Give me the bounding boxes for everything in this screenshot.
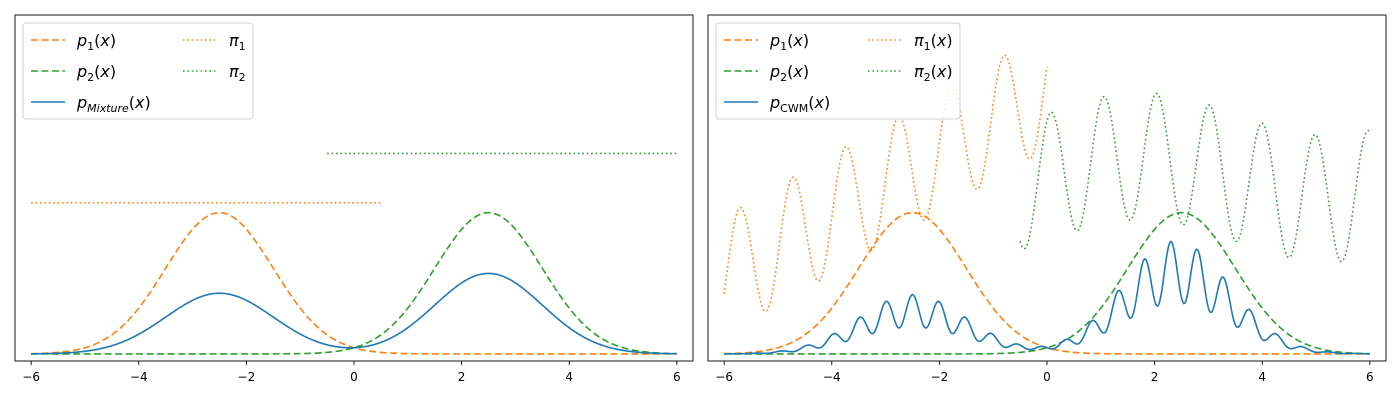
x-tick-label: 4 bbox=[565, 370, 573, 384]
legend-box bbox=[22, 22, 254, 120]
x-tick-label: 6 bbox=[673, 370, 681, 384]
legend-label: p2(x) bbox=[769, 62, 809, 84]
x-tick-label: −6 bbox=[715, 370, 733, 384]
left-panel: −6 −4 −2 0 2 4 6 p1(x) p2(x) pMixture(x) π1 π2 bbox=[14, 14, 694, 384]
series-line-1x bbox=[723, 54, 1048, 313]
x-tick-label: 2 bbox=[1151, 370, 1159, 384]
legend-label: p1(x) bbox=[76, 31, 116, 53]
series-line-pmixturex bbox=[31, 272, 677, 355]
legend-label: pMixture(x) bbox=[76, 93, 151, 115]
series-line-p2x bbox=[724, 211, 1370, 355]
x-tick-label: 6 bbox=[1366, 370, 1374, 384]
x-tick-label: −4 bbox=[130, 370, 148, 384]
x-tick-label: 0 bbox=[1043, 370, 1051, 384]
series-line-p2x bbox=[31, 211, 677, 355]
plot-area bbox=[723, 54, 1371, 355]
legend-label: pCWM(x) bbox=[769, 93, 830, 115]
series-line-pcwmx bbox=[724, 240, 1370, 355]
legend-label: π2 bbox=[229, 62, 246, 84]
plot-area bbox=[31, 152, 677, 355]
legend-label: π2(x) bbox=[914, 62, 953, 84]
x-tick-label: −2 bbox=[931, 370, 949, 384]
x-tick-label: −6 bbox=[22, 370, 40, 384]
x-tick-label: 2 bbox=[458, 370, 466, 384]
right-panel: −6 −4 −2 0 2 4 6 p1(x) p2(x) pCWM(x) π1(x) π2(x) bbox=[707, 14, 1387, 384]
legend-box bbox=[715, 22, 961, 120]
series-line-p1x bbox=[31, 211, 677, 355]
legend-label: p1(x) bbox=[769, 31, 809, 53]
x-tick-label: 4 bbox=[1258, 370, 1266, 384]
legend: p1(x) p2(x) pCWM(x) π1(x) π2(x) bbox=[715, 22, 961, 120]
x-tick-label: −2 bbox=[238, 370, 256, 384]
legend-label: π1(x) bbox=[914, 31, 953, 53]
series-line-p1x bbox=[724, 211, 1370, 355]
x-tick-label: 0 bbox=[350, 370, 358, 384]
series-line-2x bbox=[1019, 92, 1371, 263]
legend: p1(x) p2(x) pMixture(x) π1 π2 bbox=[22, 22, 254, 120]
x-tick-label: −4 bbox=[823, 370, 841, 384]
legend-label: p2(x) bbox=[76, 62, 116, 84]
legend-label: π1 bbox=[229, 31, 246, 53]
